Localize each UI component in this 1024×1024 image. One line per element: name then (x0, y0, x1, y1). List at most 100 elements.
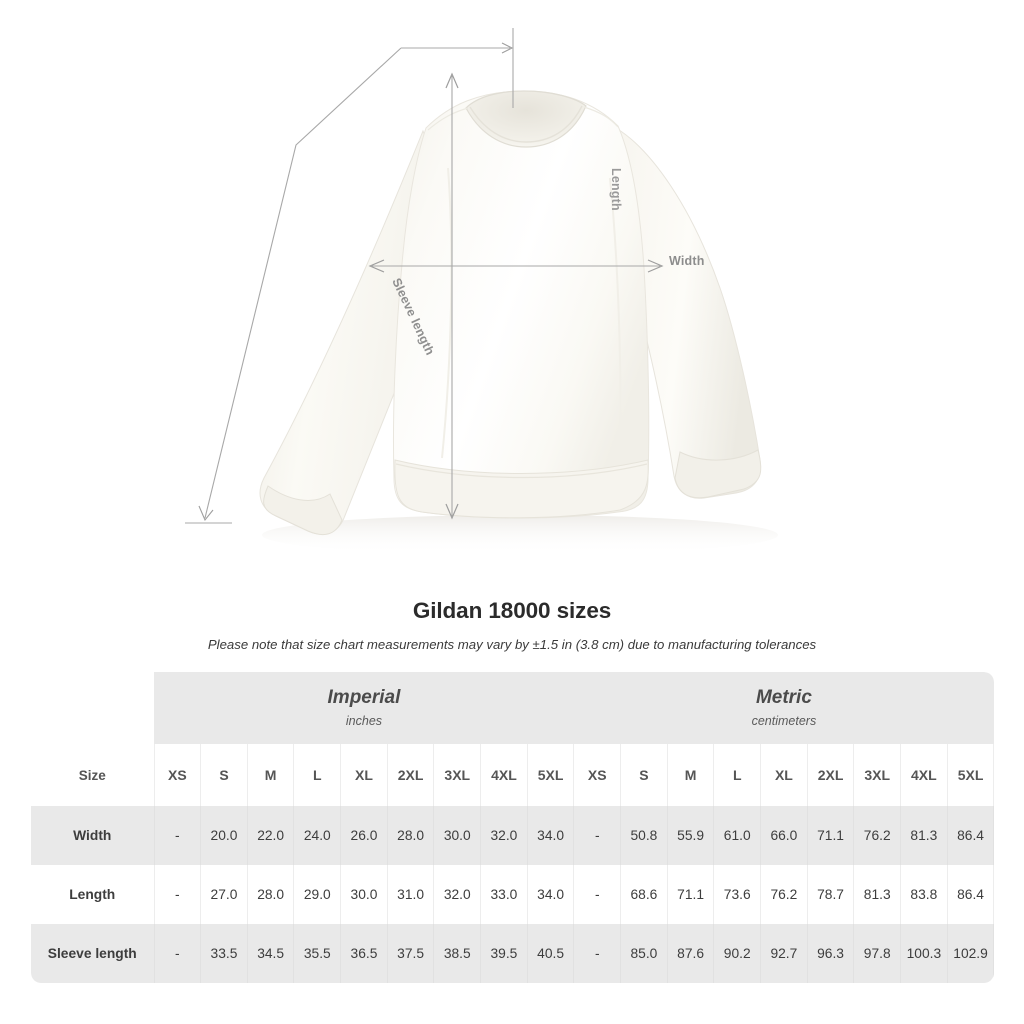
shoulder-guide-arrowhead (501, 42, 514, 54)
sweatshirt-diagram (185, 28, 778, 555)
right-shoulder-seam (583, 106, 619, 128)
size-header-cell-metric-3xl: 3XL (853, 744, 902, 806)
unit-system-unit: centimeters (751, 713, 817, 728)
measurement-cell: 33.5 (200, 924, 248, 983)
garment-shadow (262, 515, 778, 555)
size-header-cell-metric-xs: XS (573, 744, 622, 806)
measurement-cell: 71.1 (666, 865, 715, 924)
size-header-cell-metric-s: S (620, 744, 668, 806)
unit-system-header-row: Imperial inches Metric centimeters (31, 672, 994, 744)
corner-spacer-cell (31, 672, 154, 744)
garment-stage: Length Width Sleeve length (180, 8, 844, 578)
size-chart-table: Imperial inches Metric centimeters Size XS S M L… (31, 672, 995, 983)
measurement-cell: 100.3 (900, 924, 948, 983)
garment-illustration: Length Width Sleeve length (180, 8, 844, 578)
measurement-cell: 96.3 (806, 924, 855, 983)
measurement-cell: 22.0 (246, 806, 295, 865)
size-header-cell-metric-l: L (713, 744, 762, 806)
measurement-cell: 78.7 (806, 865, 855, 924)
measurement-cell: - (573, 806, 622, 865)
collar-inner-seam (469, 105, 583, 143)
unit-system-cell-imperial: Imperial inches (154, 672, 574, 744)
measurement-cell: 34.0 (526, 806, 575, 865)
width-arrowhead-left (368, 259, 385, 273)
size-chart-table-wrapper: Imperial inches Metric centimeters Size XS S M L… (31, 672, 995, 983)
measurement-cell: 36.5 (340, 924, 388, 983)
size-header-cell-imperial-l: L (293, 744, 342, 806)
size-header-cell-imperial-s: S (200, 744, 248, 806)
left-shoulder-seam (427, 107, 469, 131)
measurement-cell: 102.9 (946, 924, 995, 983)
measurement-cell: 38.5 (433, 924, 482, 983)
measurement-cell: 86.4 (946, 806, 995, 865)
measurement-cell: 50.8 (620, 806, 668, 865)
measurement-cell: 28.0 (246, 865, 295, 924)
unit-system-name: Metric (755, 687, 812, 709)
unit-system-cell-metric: Metric centimeters (573, 672, 994, 744)
hem-seam (395, 463, 648, 479)
measurement-cell: 20.0 (200, 806, 248, 865)
measurement-cell: 66.0 (760, 806, 808, 865)
sleeve-length-line (204, 47, 402, 519)
measurement-cell: 71.1 (806, 806, 855, 865)
measurement-cell: 32.0 (433, 865, 482, 924)
length-dimension-label: Length (609, 168, 623, 211)
sleeve-length-arrowhead (198, 505, 214, 522)
size-header-cell-imperial-3xl: 3XL (433, 744, 482, 806)
size-header-cell-imperial-4xl: 4XL (480, 744, 528, 806)
size-header-cell-metric-m: M (666, 744, 715, 806)
measurement-cell: 37.5 (386, 924, 435, 983)
unit-system-name: Imperial (327, 687, 401, 709)
measurement-cell: 30.0 (340, 865, 388, 924)
table-row: Sleeve length -33.5 34.5 35.5 36.5 37.5 38.5 39… (31, 924, 995, 983)
size-header-cell-imperial-m: M (246, 744, 295, 806)
measurement-cell: 68.6 (620, 865, 668, 924)
size-header-cell-imperial-xl: XL (340, 744, 388, 806)
measurement-cell: 31.0 (386, 865, 435, 924)
measurement-cell: - (153, 865, 202, 924)
measurement-row-label: Width (31, 806, 155, 865)
measurement-cell: 86.4 (946, 865, 995, 924)
measurement-cell: 32.0 (480, 806, 528, 865)
measurement-cell: 33.0 (480, 865, 528, 924)
measurement-cell: 73.6 (713, 865, 762, 924)
fold-left (441, 167, 453, 459)
size-header-cell-imperial-xs: XS (153, 744, 202, 806)
measurement-cell: 92.7 (760, 924, 808, 983)
page-title: Gildan 18000 sizes (412, 598, 612, 623)
measurement-cell: - (153, 924, 202, 983)
length-arrowhead-top (445, 72, 459, 89)
measurement-cell: 97.8 (853, 924, 902, 983)
size-header-cell-imperial-2xl: 2XL (386, 744, 435, 806)
tolerance-note: Please note that size chart measurements… (207, 637, 817, 652)
table-row: Width -20.0 22.0 24.0 26.0 28.0 30.0 32.0 34.0-5… (31, 806, 995, 865)
left-cuff (263, 485, 343, 536)
measurement-cell: 30.0 (433, 806, 482, 865)
width-arrowhead-right (647, 259, 664, 273)
measurement-cell: 40.5 (526, 924, 575, 983)
measurement-cell: 34.0 (526, 865, 575, 924)
size-header-label: Size (31, 744, 155, 806)
measurement-row-label: Length (31, 865, 155, 924)
measurement-cell: 61.0 (713, 806, 762, 865)
measurement-cell: 81.3 (900, 806, 948, 865)
sweatshirt-body (392, 90, 650, 519)
measurement-cell: 85.0 (620, 924, 668, 983)
measurement-cell: 27.0 (200, 865, 248, 924)
measurement-cell: 90.2 (713, 924, 762, 983)
width-dimension-label: Width (669, 254, 705, 268)
measurement-cell: 39.5 (480, 924, 528, 983)
measurement-cell: 76.2 (760, 865, 808, 924)
measurement-cell: 76.2 (853, 806, 902, 865)
measurement-cell: 29.0 (293, 865, 342, 924)
measurement-cell: 28.0 (386, 806, 435, 865)
measurement-cell: 83.8 (900, 865, 948, 924)
measurement-cell: - (573, 924, 622, 983)
size-header-cell-imperial-5xl: 5XL (526, 744, 575, 806)
measurement-cell: 34.5 (246, 924, 295, 983)
size-header-cell-metric-xl: XL (760, 744, 808, 806)
length-arrowhead-bottom (445, 503, 459, 520)
measurement-cell: 24.0 (293, 806, 342, 865)
size-header-row: Size XS S M L XL 2XL 3XL 4XL 5XL XS S M L XL 2XL 3XL 4XL 5… (31, 744, 995, 806)
measurement-cell: 55.9 (666, 806, 715, 865)
